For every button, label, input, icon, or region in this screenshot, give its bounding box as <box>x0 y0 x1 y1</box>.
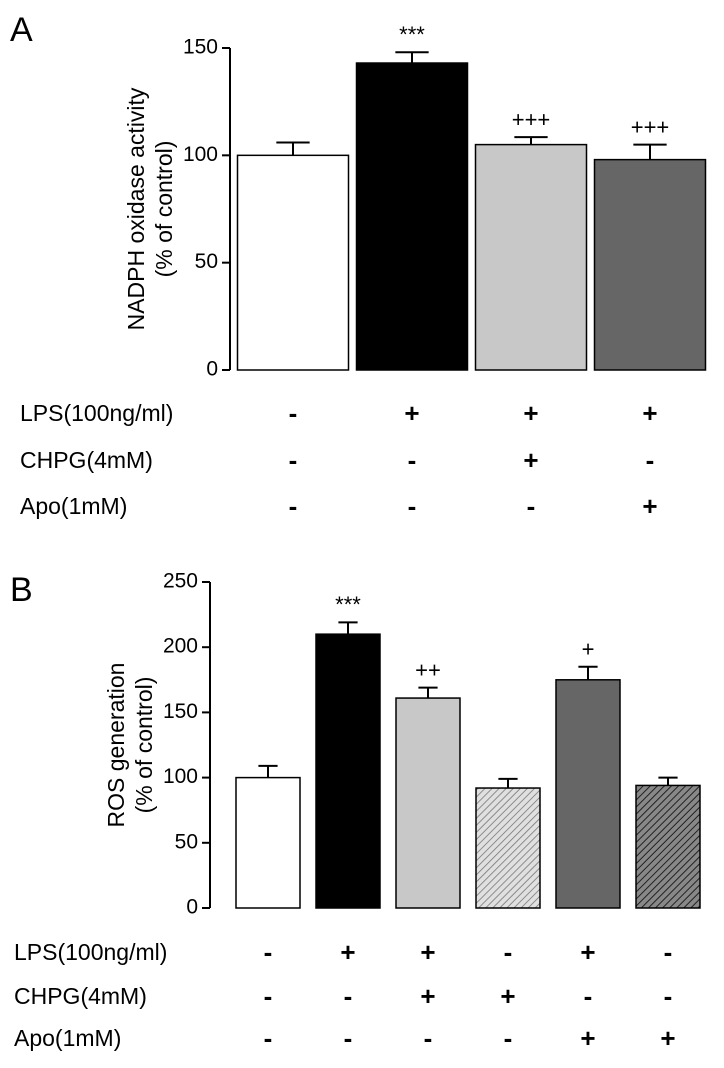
bar <box>315 633 381 909</box>
treatment-label: Apo(1mM) <box>14 1025 121 1051</box>
y-axis-label: NADPH oxidase activity <box>123 87 149 330</box>
bar <box>555 679 621 909</box>
treatment-sign: - <box>504 1023 513 1053</box>
treatment-sign: - <box>344 1023 353 1053</box>
treatment-label: LPS(100ng/ml) <box>20 400 173 426</box>
treatment-sign: - <box>646 445 655 475</box>
treatment-label: CHPG(4mM) <box>20 447 153 473</box>
treatment-sign: + <box>642 491 657 521</box>
treatment-sign: + <box>404 398 419 428</box>
error-bar <box>276 141 310 156</box>
treatment-sign: + <box>580 1023 595 1053</box>
treatment-sign: - <box>504 937 513 967</box>
treatment-sign: - <box>584 981 593 1011</box>
significance-label: *** <box>335 592 361 617</box>
bar <box>395 697 461 909</box>
bar <box>635 784 701 909</box>
y-tick-label: 0 <box>186 896 198 919</box>
treatment-sign: + <box>420 937 435 967</box>
significance-label: +++ <box>512 107 551 132</box>
error-bar <box>258 764 278 778</box>
treatment-sign: - <box>344 981 353 1011</box>
treatment-label: CHPG(4mM) <box>14 983 147 1009</box>
treatment-sign: + <box>642 398 657 428</box>
bar <box>593 158 707 371</box>
y-tick-label: 150 <box>183 36 218 59</box>
treatment-sign: - <box>664 937 673 967</box>
significance-label: + <box>582 637 595 662</box>
treatment-sign: + <box>420 981 435 1011</box>
panel-label: B <box>10 571 33 609</box>
significance-label: ++ <box>415 657 441 682</box>
error-bar <box>514 136 548 145</box>
treatment-sign: + <box>523 445 538 475</box>
treatment-sign: - <box>408 491 417 521</box>
y-tick-label: 0 <box>206 358 218 381</box>
error-bar <box>658 776 678 786</box>
significance-label: +++ <box>631 114 670 139</box>
treatment-sign: - <box>289 491 298 521</box>
error-bar <box>418 686 438 699</box>
y-tick-label: 150 <box>163 700 198 723</box>
y-tick-label: 100 <box>183 143 218 166</box>
treatment-sign: - <box>424 1023 433 1053</box>
treatment-sign: + <box>340 937 355 967</box>
y-axis-label: (% of control) <box>131 677 157 814</box>
treatment-sign: + <box>523 398 538 428</box>
treatment-sign: + <box>660 1023 675 1053</box>
y-tick-label: 250 <box>163 570 198 593</box>
error-bar <box>498 777 518 789</box>
significance-label: *** <box>399 22 425 47</box>
treatment-sign: - <box>264 937 273 967</box>
treatment-sign: - <box>289 398 298 428</box>
treatment-sign: - <box>264 1023 273 1053</box>
y-tick-label: 50 <box>195 250 218 273</box>
treatment-label: Apo(1mM) <box>20 493 127 519</box>
treatment-label: LPS(100ng/ml) <box>14 939 167 965</box>
treatment-sign: + <box>500 981 515 1011</box>
bar <box>235 776 301 909</box>
bar <box>355 62 469 371</box>
treatment-sign: - <box>664 981 673 1011</box>
bar <box>236 154 350 371</box>
y-axis-label: ROS generation <box>103 663 129 828</box>
treatment-sign: - <box>289 445 298 475</box>
error-bar <box>633 143 667 160</box>
y-axis-label: (% of control) <box>151 141 177 278</box>
y-tick-label: 100 <box>163 765 198 788</box>
treatment-sign: - <box>408 445 417 475</box>
treatment-sign: - <box>264 981 273 1011</box>
panel-label: A <box>10 11 33 49</box>
treatment-sign: - <box>527 491 536 521</box>
error-bar <box>578 665 598 680</box>
bar <box>474 143 588 371</box>
bar <box>475 787 541 909</box>
error-bar <box>338 621 358 635</box>
error-bar <box>395 51 429 64</box>
y-tick-label: 50 <box>175 830 198 853</box>
treatment-sign: + <box>580 937 595 967</box>
y-tick-label: 200 <box>163 635 198 658</box>
